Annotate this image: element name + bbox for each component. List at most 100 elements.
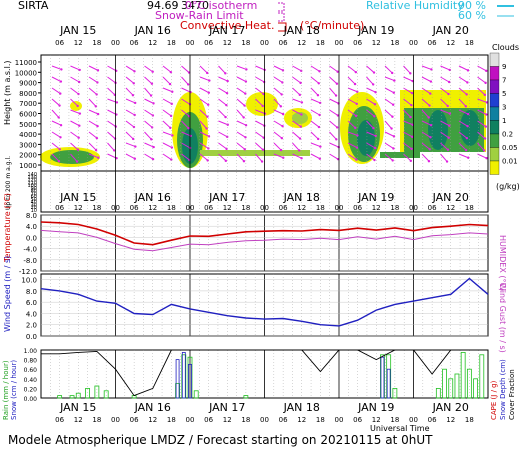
wind-arrow-head [96,124,99,128]
day-label: JAN 20 [432,401,469,414]
wind-arrow-head [372,126,375,130]
wind-arrow-head [448,68,451,72]
wind-arrow-head [131,137,135,141]
wind-arrow [88,98,97,107]
hour-tick: 12 [297,39,306,47]
wind-arrow-head [131,93,135,97]
day-label: JAN 20 [432,191,469,204]
wind-arrow-head [485,157,488,160]
wind-tick: 10.0 [21,277,37,285]
hour-labels: 06 12 18 00 06 12 18 00 06 12 18 00 06 12 18 00 06 12 18 00… [55,39,474,424]
hour-tick: 00 [111,416,120,424]
wind-arrow [218,142,227,150]
wind-arrow [477,98,488,103]
wind-arrow [236,131,246,138]
hour-tick: 12 [446,416,455,424]
hour-tick: 00 [186,204,195,212]
wind-arrow [181,153,190,161]
wind-arrow [403,120,413,126]
wind-arrow-head [245,68,248,71]
hour-tick: 18 [316,39,325,47]
rain-axis-label: Rain (mm / hour) [2,360,10,420]
wind-arrow-head [57,116,60,119]
convective-unit: (°C/minute) [300,19,364,32]
wind-arrow-head [355,102,358,106]
day-label: JAN 19 [357,191,394,204]
wind-arrow-head [96,69,100,72]
wind-arrow-head [169,70,173,74]
wind-arrow-head [95,136,99,140]
colorbar-level: 0.01 [502,158,518,166]
wind-arrow-head [465,136,469,140]
wind-arrow [384,65,393,74]
wind-arrow [421,131,431,138]
wind-arrow-head [336,114,340,117]
day-label: JAN 20 [432,24,469,37]
wind-arrow [144,131,152,140]
rain-bar [479,354,485,399]
wind-arrow-head [205,71,209,75]
wind-arrow-head [447,136,450,139]
wind-arrow-head [76,148,80,151]
wind-arrow [347,131,358,136]
wind-arrow [310,120,320,128]
wind-arrow-head [300,101,304,104]
cloud-blob [380,152,420,158]
wind-arrow [310,131,319,140]
wind-arrow [347,76,356,85]
day-label: JAN 16 [134,24,171,37]
height-axis: 11000 10000 9000 8000 7000 6000 5000 4000 3000 20… [15,59,41,170]
wind-arrow-head [187,126,190,130]
wind-arrow [181,65,190,73]
snow-bars [175,351,391,399]
lowlevel-tick: 30 [31,202,37,208]
hour-tick: 06 [353,204,362,212]
wind-arrow [458,142,467,151]
wind-arrow-head [115,101,119,104]
wind-arrow [403,142,412,150]
wind-arrow [236,120,247,126]
wind-arrow [403,131,413,138]
hour-tick: 12 [148,204,157,212]
hour-tick: 00 [335,204,344,212]
wind-arrow [125,131,134,140]
wind-arrow-head [151,70,154,73]
wind-arrow-head [429,80,433,83]
temperature-axis: 8.0 4.0 0.0 -4.0 -8.0 -12.0 [19,212,488,276]
wind-arrow [273,131,283,139]
wind-arrow-head [150,82,154,85]
wind-arrow [144,98,154,104]
wind-arrow-head [447,92,450,96]
rain-bar [57,395,63,399]
lowlevel-tick: 130 [27,175,37,181]
colorbar-swatch [489,79,500,94]
wind-arrow [218,98,227,106]
wind-arrow [273,76,283,83]
lowlevel-tick: 20 [31,205,37,211]
cloud-panel: 1100010000900080007000600050004000300020… [3,54,489,214]
wind-arrow [329,131,337,140]
wind-arrow-head [149,94,153,97]
wind-arrow [255,120,265,127]
hour-tick: 00 [260,39,269,47]
wind-arrow [162,65,172,73]
wind-arrow [88,109,99,115]
hour-tick: 18 [316,204,325,212]
wind-arrow [255,142,264,151]
hour-tick: 12 [297,204,306,212]
wind-arrow-head [356,90,359,93]
hour-tick: 12 [372,39,381,47]
wind-arrow [458,131,468,139]
wind-arrow-head [224,159,228,163]
lowlevel-tick: 110 [27,180,37,186]
wind-arrow [107,109,117,115]
wind-tick: 8.0 [26,288,37,296]
wind-arrow [403,98,412,106]
height-tick: 10000 [15,69,37,77]
wind-arrow-head [410,91,414,95]
day-label: JAN 17 [208,401,245,414]
wind-arrow [255,65,265,71]
wind-arrow-head [225,103,228,107]
hour-tick: 18 [92,204,101,212]
wind-arrow [199,131,210,137]
